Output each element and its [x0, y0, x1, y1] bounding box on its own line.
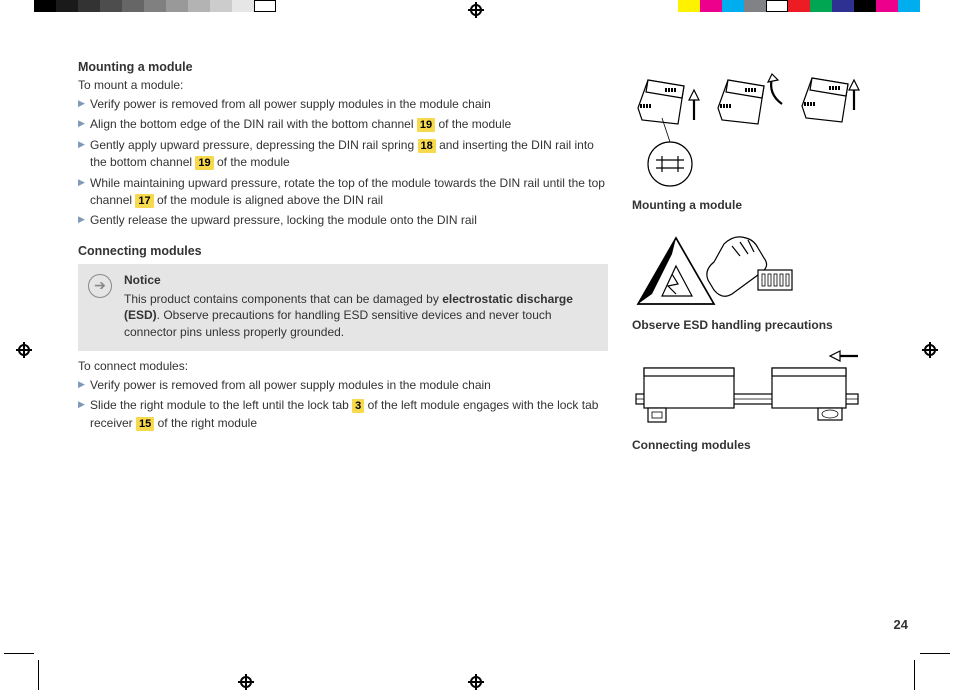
callout-tag: 15 [136, 417, 154, 431]
color-swatch [78, 0, 100, 12]
crop-mark [4, 653, 34, 654]
color-swatch [766, 0, 788, 12]
registration-mark-icon [468, 674, 484, 690]
section-title-connecting: Connecting modules [78, 244, 608, 258]
registration-mark-icon [468, 2, 484, 18]
callout-tag: 3 [352, 399, 364, 413]
color-swatch [56, 0, 78, 12]
color-swatch [210, 0, 232, 12]
notice-box: ➔ Notice This product contains component… [78, 264, 608, 351]
notice-heading: Notice [124, 272, 598, 289]
color-swatch [722, 0, 744, 12]
figure-mounting-caption: Mounting a module [632, 198, 878, 212]
crop-mark [914, 660, 915, 690]
registration-mark-icon [922, 342, 938, 358]
color-swatch [832, 0, 854, 12]
figure-mounting [632, 60, 878, 192]
notice-text: This product contains components that ca… [124, 292, 573, 340]
step-item: Verify power is removed from all power s… [78, 96, 608, 113]
color-swatch [788, 0, 810, 12]
page-number: 24 [894, 617, 908, 632]
color-swatch [898, 0, 920, 12]
figure-connecting [632, 346, 878, 432]
section-title-mounting: Mounting a module [78, 60, 608, 74]
mounting-steps: Verify power is removed from all power s… [78, 96, 608, 230]
color-swatch [34, 0, 56, 12]
crop-mark [38, 660, 39, 690]
notice-body: Notice This product contains components … [124, 272, 598, 341]
color-swatch [700, 0, 722, 12]
callout-tag: 19 [195, 156, 213, 170]
connecting-steps: Verify power is removed from all power s… [78, 377, 608, 432]
step-item: Verify power is removed from all power s… [78, 377, 608, 394]
color-swatch [122, 0, 144, 12]
crop-mark [920, 653, 950, 654]
color-swatch [166, 0, 188, 12]
figure-esd-caption: Observe ESD handling precautions [632, 318, 878, 332]
color-swatch [188, 0, 210, 12]
mounting-intro: To mount a module: [78, 78, 608, 92]
figure-esd [632, 226, 878, 312]
color-swatch [876, 0, 898, 12]
callout-tag: 18 [418, 139, 436, 153]
step-item: Slide the right module to the left until… [78, 397, 608, 432]
color-swatch [100, 0, 122, 12]
color-swatch [810, 0, 832, 12]
colorbar-right [678, 0, 920, 12]
color-swatch [254, 0, 276, 12]
figure-connecting-caption: Connecting modules [632, 438, 878, 452]
color-swatch [232, 0, 254, 12]
notice-bold: electrostatic discharge (ESD) [124, 292, 573, 323]
step-item: Gently apply upward pressure, depressing… [78, 137, 608, 172]
step-item: While maintaining upward pressure, rotat… [78, 175, 608, 210]
notice-arrow-icon: ➔ [88, 274, 112, 298]
color-swatch [144, 0, 166, 12]
step-item: Align the bottom edge of the DIN rail wi… [78, 116, 608, 133]
step-item: Gently release the upward pressure, lock… [78, 212, 608, 229]
color-swatch [678, 0, 700, 12]
color-swatch [854, 0, 876, 12]
colorbar-left [34, 0, 276, 12]
callout-tag: 19 [417, 118, 435, 132]
color-swatch [744, 0, 766, 12]
right-column: Mounting a module Observe ESD handling p… [632, 60, 878, 466]
registration-mark-icon [16, 342, 32, 358]
left-column: Mounting a module To mount a module: Ver… [78, 60, 608, 466]
page-content: Mounting a module To mount a module: Ver… [78, 60, 878, 466]
callout-tag: 17 [135, 194, 153, 208]
registration-mark-icon [238, 674, 254, 690]
connecting-intro: To connect modules: [78, 359, 608, 373]
